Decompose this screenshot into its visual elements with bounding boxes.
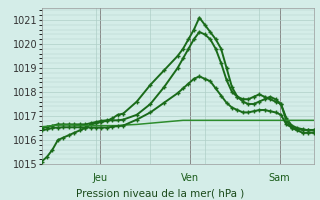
Text: Pression niveau de la mer( hPa ): Pression niveau de la mer( hPa ) [76,188,244,198]
Text: Jeu: Jeu [92,173,108,183]
Text: Ven: Ven [181,173,199,183]
Text: Sam: Sam [269,173,291,183]
